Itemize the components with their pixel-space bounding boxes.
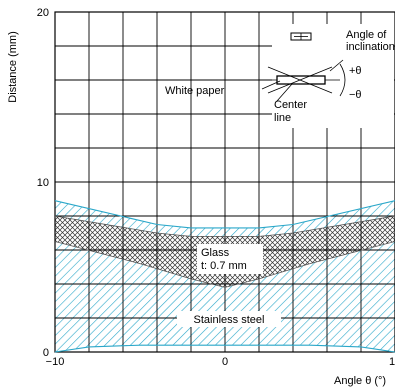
- plot-frame: [54, 11, 395, 353]
- series-stainless-steel-lower: [54, 344, 395, 353]
- series-glass-lower: [54, 241, 395, 288]
- x-tick-label: −10: [46, 356, 65, 368]
- y-tick-label: 10: [37, 177, 49, 189]
- series-stainless-steel-upper: [54, 200, 395, 229]
- inclined-line-b: [267, 66, 333, 94]
- x-tick-label: 0: [222, 356, 228, 368]
- y-axis-label: Distance (mm): [7, 31, 19, 103]
- tick-label-layer: −1001001020Angle θ (°)Distance (mm): [7, 7, 395, 387]
- label-white-paper: White paper: [165, 85, 225, 97]
- series-label-layer: Glass t: 0.7 mm Stainless steel: [177, 244, 281, 327]
- label-plus-theta: +θ: [349, 65, 362, 77]
- series-glass-upper: [54, 215, 395, 237]
- label-center-line: Center line: [274, 99, 307, 124]
- series-boundary-layer: [54, 200, 395, 353]
- x-axis-label: Angle θ (°): [334, 375, 386, 387]
- y-tick-label: 20: [37, 7, 49, 19]
- x-tick-label: 10: [389, 356, 395, 368]
- angle-arc: [339, 63, 346, 97]
- label-minus-theta: −θ: [349, 89, 362, 101]
- glass-label-box: [197, 244, 263, 274]
- series-label-glass: Glass t: 0.7 mm: [201, 247, 247, 272]
- steel-label-box: [177, 311, 281, 327]
- inclination-diagram: Angle of inclination +θ −θ White paper Center…: [165, 24, 395, 128]
- label-angle-of-inclination: Angle of inclination: [346, 29, 395, 53]
- series-label-stainless-steel: Stainless steel: [194, 314, 265, 326]
- y-tick-label: 0: [43, 347, 49, 359]
